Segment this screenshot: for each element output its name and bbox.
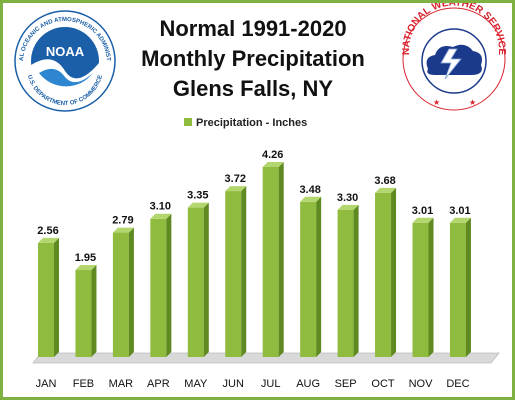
chart-title-line-2: Monthly Precipitation: [141, 46, 365, 71]
bar-top-mar: [112, 227, 134, 233]
chart-title-line-1: Normal 1991-2020: [159, 16, 346, 41]
nws-logo: NATIONAL WEATHER SERVICE ★ ★: [401, 3, 507, 111]
bar-dec: [449, 217, 471, 357]
x-tick-labels-layer: JAN FEB MAR APR MAY JUN JUL AUG SEP OCT NOV DEC: [36, 378, 470, 390]
value-label-mar: 2.79: [112, 215, 133, 227]
bar-front-may: [187, 207, 204, 357]
bar-side-dec: [465, 217, 471, 357]
bar-oct: [375, 187, 397, 357]
bar-side-may: [203, 202, 209, 357]
value-label-aug: 3.48: [299, 184, 320, 196]
bar-front-sep: [337, 209, 354, 357]
bars-layer: [38, 162, 471, 357]
bar-side-mar: [128, 227, 134, 357]
x-tick-nov: NOV: [409, 378, 434, 390]
bar-top-feb: [75, 265, 97, 271]
value-label-may: 3.35: [187, 190, 208, 202]
bar-side-jun: [241, 186, 247, 357]
bar-jun: [225, 186, 247, 357]
legend-swatch: [184, 118, 192, 126]
value-label-feb: 1.95: [75, 252, 96, 264]
bar-top-aug: [300, 196, 322, 202]
bar-top-jan: [38, 237, 59, 243]
noaa-logo: NATIONAL OCEANIC AND ATMOSPHERIC ADMINIS…: [3, 3, 116, 112]
x-tick-aug: AUG: [296, 378, 320, 390]
nws-stars: ★: [433, 98, 440, 107]
legend: Precipitation - Inches: [184, 117, 307, 129]
precipitation-chart: Normal 1991-2020 Monthly Precipitation G…: [3, 3, 507, 390]
bar-top-may: [187, 202, 209, 208]
bar-top-dec: [449, 217, 471, 223]
bar-front-jan: [38, 242, 54, 357]
x-tick-sep: SEP: [335, 378, 357, 390]
bar-front-jun: [225, 191, 242, 357]
value-label-dec: 3.01: [449, 205, 470, 217]
bar-top-jul: [262, 162, 284, 168]
x-tick-jul: JUL: [261, 378, 281, 390]
bar-side-jul: [278, 162, 284, 357]
bar-top-nov: [412, 217, 434, 223]
value-label-nov: 3.01: [412, 205, 433, 217]
bar-side-feb: [91, 265, 97, 357]
noaa-center-text: NOAA: [46, 44, 85, 59]
bar-side-oct: [391, 187, 397, 357]
bar-top-apr: [150, 213, 172, 219]
value-label-apr: 3.10: [150, 201, 171, 213]
x-tick-feb: FEB: [73, 378, 94, 390]
bar-front-mar: [112, 232, 129, 357]
value-label-jan: 2.56: [37, 225, 58, 237]
nws-stars-right: ★: [469, 98, 476, 107]
bar-top-jun: [225, 186, 247, 192]
bar-front-jul: [262, 167, 279, 357]
value-label-jun: 3.72: [225, 173, 246, 185]
bar-jan: [38, 237, 59, 357]
value-label-sep: 3.30: [337, 192, 358, 204]
bar-sep: [337, 204, 359, 357]
bar-front-aug: [300, 201, 317, 357]
bar-may: [187, 202, 209, 357]
x-tick-jun: JUN: [223, 378, 244, 390]
x-tick-may: MAY: [184, 378, 208, 390]
x-tick-mar: MAR: [109, 378, 134, 390]
bar-side-apr: [166, 213, 172, 357]
bar-aug: [300, 196, 322, 357]
value-labels-layer: 2.56 1.95 2.79 3.10 3.35 3.72 4.26 3.48 3.30 3.68…: [37, 149, 470, 264]
bar-nov: [412, 217, 434, 357]
bar-side-sep: [353, 204, 359, 357]
bar-front-feb: [75, 270, 92, 357]
x-tick-jan: JAN: [36, 378, 57, 390]
x-tick-oct: OCT: [371, 378, 395, 390]
value-label-jul: 4.26: [262, 149, 283, 161]
value-label-oct: 3.68: [374, 175, 395, 187]
bar-side-jan: [54, 237, 59, 357]
bar-front-apr: [150, 218, 167, 357]
bar-front-dec: [449, 222, 466, 357]
x-tick-dec: DEC: [446, 378, 469, 390]
bar-feb: [75, 265, 97, 357]
bar-top-oct: [375, 187, 397, 193]
bar-front-oct: [375, 192, 392, 357]
legend-label: Precipitation - Inches: [196, 117, 307, 129]
bar-front-nov: [412, 222, 429, 357]
bar-side-aug: [316, 196, 322, 357]
bar-top-sep: [337, 204, 359, 210]
x-tick-apr: APR: [147, 378, 170, 390]
bar-mar: [112, 227, 134, 357]
bar-jul: [262, 162, 284, 357]
bar-apr: [150, 213, 172, 357]
chart-title-line-3: Glens Falls, NY: [173, 76, 333, 101]
bar-side-nov: [428, 217, 434, 357]
